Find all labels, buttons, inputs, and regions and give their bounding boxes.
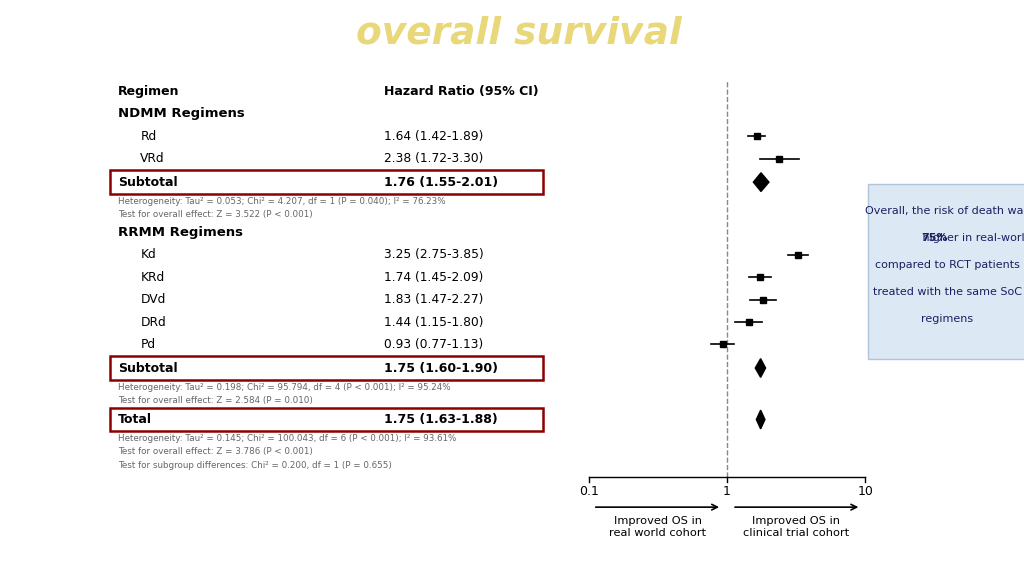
Text: –: –	[118, 15, 163, 51]
Text: 1.75 (1.60-1.90): 1.75 (1.60-1.90)	[384, 362, 498, 374]
Text: Total: Total	[118, 413, 152, 426]
Text: Heterogeneity: Tau² = 0.145; Chi² = 100.043, df = 6 (P < 0.001); I² = 93.61%: Heterogeneity: Tau² = 0.145; Chi² = 100.…	[118, 434, 456, 443]
Text: 1.74 (1.45-2.09): 1.74 (1.45-2.09)	[384, 271, 483, 284]
Text: et al.: et al.	[834, 548, 867, 561]
Text: ): )	[635, 15, 649, 51]
Text: higher in real-world: higher in real-world	[920, 233, 1024, 243]
Text: ASH 2023 Abstract #541): ASH 2023 Abstract #541)	[877, 548, 1024, 561]
Text: 75%: 75%	[922, 233, 948, 243]
Text: NDMM Regimens: NDMM Regimens	[118, 107, 245, 120]
Text: 0.93 (0.77-1.13): 0.93 (0.77-1.13)	[384, 338, 483, 351]
Text: 1.75 (1.63-1.88): 1.75 (1.63-1.88)	[384, 413, 498, 426]
Text: Test for overall effect: Z = 3.522 (P < 0.001): Test for overall effect: Z = 3.522 (P < …	[118, 210, 312, 219]
Text: Overall, the risk of death was: Overall, the risk of death was	[865, 206, 1024, 216]
Polygon shape	[757, 410, 765, 429]
Text: 1.76 (1.55-2.01): 1.76 (1.55-2.01)	[384, 176, 498, 188]
Text: Hazard Ratio (95% CI): Hazard Ratio (95% CI)	[384, 85, 539, 98]
Text: KRd: KRd	[140, 271, 165, 284]
Text: VRd: VRd	[140, 152, 165, 165]
Polygon shape	[756, 359, 766, 377]
Text: DVd: DVd	[140, 293, 166, 306]
Text: regimens: regimens	[922, 314, 973, 324]
Text: 1.44 (1.15-1.80): 1.44 (1.15-1.80)	[384, 316, 483, 328]
Text: 10: 10	[857, 485, 873, 498]
Text: Subtotal: Subtotal	[118, 362, 177, 374]
Text: RRMM Regimens: RRMM Regimens	[118, 226, 243, 239]
Text: Test for subgroup differences: Chi² = 0.200, df = 1 (P = 0.655): Test for subgroup differences: Chi² = 0.…	[118, 461, 391, 470]
Text: Results: Results	[13, 15, 170, 51]
Text: Improved OS in
clinical trial cohort: Improved OS in clinical trial cohort	[743, 517, 849, 538]
Text: Improved OS in
real world cohort: Improved OS in real world cohort	[609, 517, 707, 538]
Text: compared to RCT patients: compared to RCT patients	[874, 260, 1020, 270]
Text: 1.83 (1.47-2.27): 1.83 (1.47-2.27)	[384, 293, 483, 306]
Text: 1: 1	[723, 485, 731, 498]
FancyBboxPatch shape	[868, 184, 1024, 359]
Text: 3.25 (2.75-3.85): 3.25 (2.75-3.85)	[384, 248, 483, 262]
Text: Heterogeneity: Tau² = 0.053; Chi² = 4.207, df = 1 (P = 0.040); I² = 76.23%: Heterogeneity: Tau² = 0.053; Chi² = 4.20…	[118, 196, 445, 206]
Text: Heterogeneity: Tau² = 0.198; Chi² = 95.794, df = 4 (P < 0.001); I² = 95.24%: Heterogeneity: Tau² = 0.198; Chi² = 95.7…	[118, 382, 451, 392]
Text: Regimen: Regimen	[118, 85, 179, 98]
Text: Subtotal: Subtotal	[118, 176, 177, 188]
Text: Embargoed until Saturday, Dec. 9, 2023, at 7:00 a.m. Pacific time: Embargoed until Saturday, Dec. 9, 2023, …	[12, 547, 574, 562]
Text: 1.64 (1.42-1.89): 1.64 (1.42-1.89)	[384, 130, 483, 143]
Text: 0.1: 0.1	[579, 485, 599, 498]
Text: Forest plot (: Forest plot (	[152, 15, 379, 51]
Text: DRd: DRd	[140, 316, 166, 328]
Text: Pd: Pd	[140, 338, 156, 351]
Text: Test for overall effect: Z = 3.786 (P < 0.001): Test for overall effect: Z = 3.786 (P < …	[118, 448, 312, 457]
Text: (Visram: (Visram	[788, 548, 844, 561]
Text: treated with the same SoC: treated with the same SoC	[872, 287, 1022, 297]
Text: (Visram: (Visram	[959, 548, 1012, 561]
Text: 2.38 (1.72-3.30): 2.38 (1.72-3.30)	[384, 152, 483, 165]
Polygon shape	[754, 173, 769, 191]
Text: Rd: Rd	[140, 130, 157, 143]
Text: Test for overall effect: Z = 2.584 (P = 0.010): Test for overall effect: Z = 2.584 (P = …	[118, 396, 312, 405]
Text: Kd: Kd	[140, 248, 156, 262]
Text: overall survival: overall survival	[356, 15, 682, 51]
